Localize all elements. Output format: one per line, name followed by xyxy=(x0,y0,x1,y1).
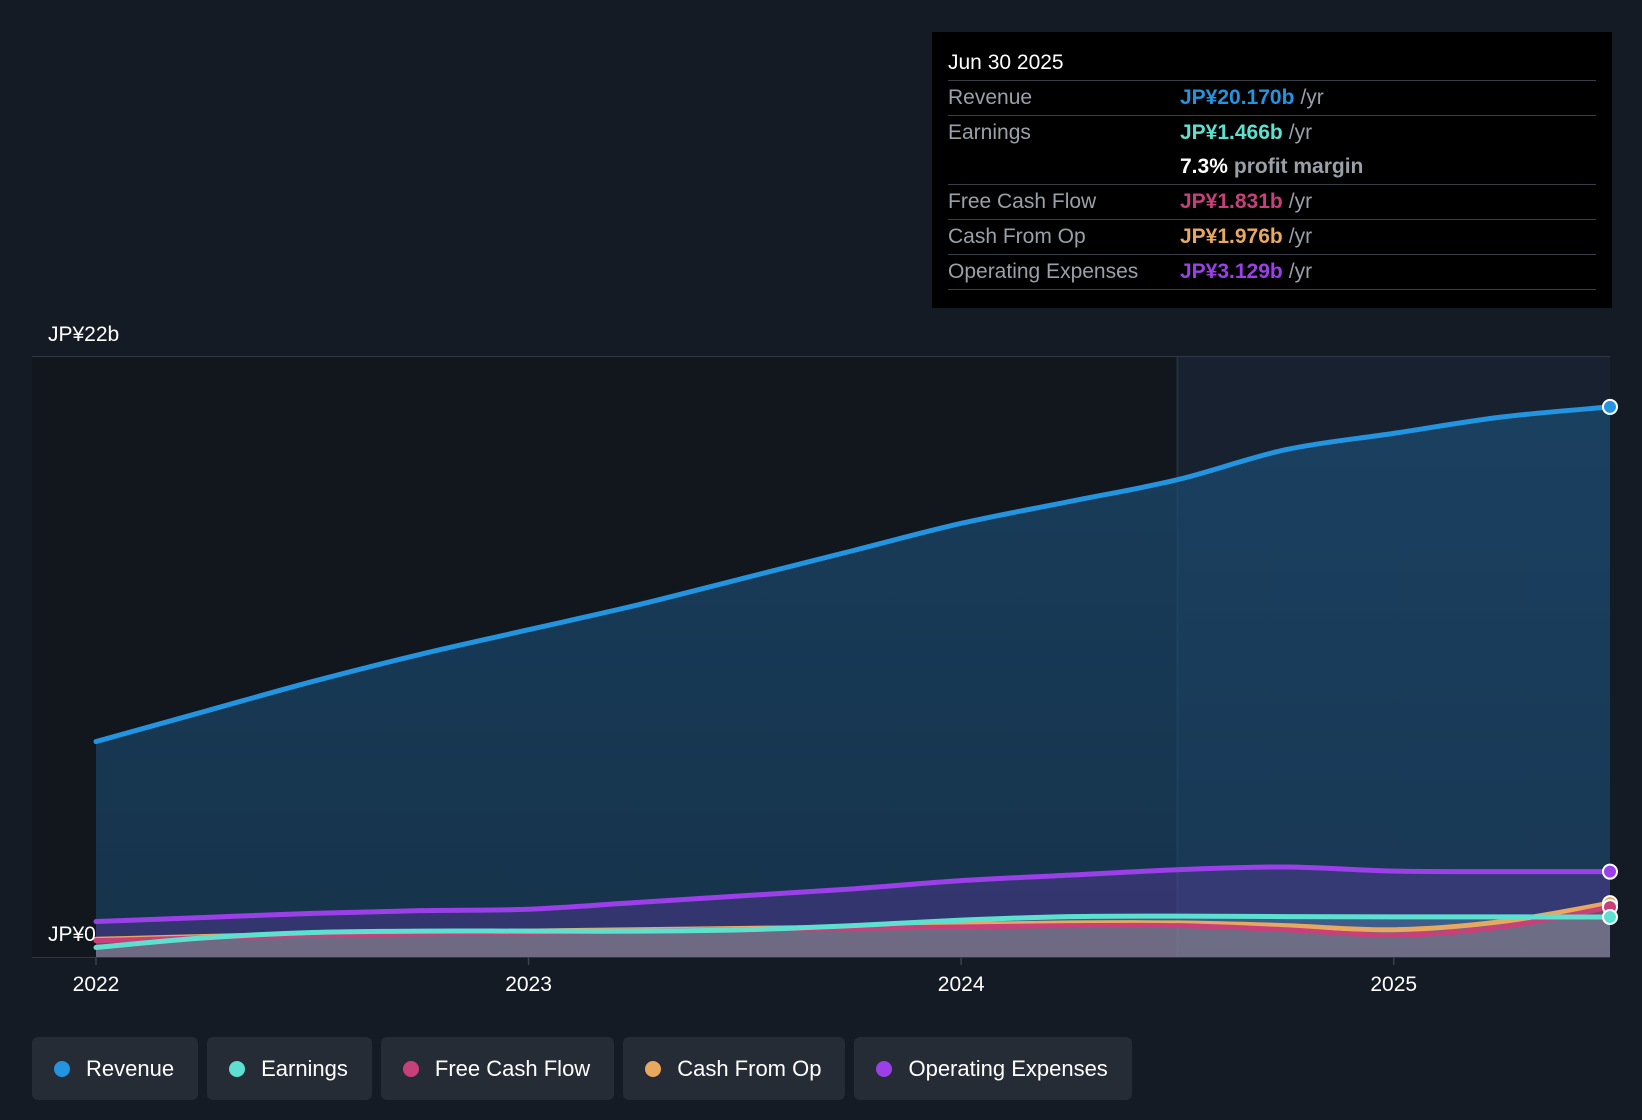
point-operating-expenses xyxy=(1602,863,1618,880)
tooltip-value: JP¥3.129b xyxy=(1180,260,1283,283)
legend-item-operating-expenses[interactable]: Operating Expenses xyxy=(854,1037,1132,1100)
tooltip-unit: /yr xyxy=(1288,190,1313,213)
point-revenue xyxy=(1602,398,1618,415)
x-tick-label: 2024 xyxy=(938,973,985,996)
area-revenue xyxy=(96,406,1610,958)
legend-label: Free Cash Flow xyxy=(434,1055,591,1081)
legend-dot-icon xyxy=(54,1060,70,1077)
tooltip-unit: /yr xyxy=(1288,225,1313,248)
line-free-cash-flow xyxy=(93,904,1613,944)
tooltip-label: Earnings xyxy=(948,121,1031,144)
tooltip-value: 7.3% xyxy=(1180,155,1228,178)
y-axis-min-label: JP¥0 xyxy=(48,923,96,946)
tooltip-label: Operating Expenses xyxy=(948,260,1139,283)
legend: Revenue Earnings Free Cash Flow Cash Fro… xyxy=(32,1037,1132,1100)
tooltip: Jun 30 2025 Revenue JP¥20.170b /yr Earni… xyxy=(932,32,1612,308)
tooltip-label: Cash From Op xyxy=(948,225,1086,248)
legend-item-free-cash-flow[interactable]: Free Cash Flow xyxy=(380,1037,615,1100)
x-tick-label: 2022 xyxy=(73,973,120,996)
tooltip-unit: /yr xyxy=(1288,121,1313,144)
tooltip-unit: profit margin xyxy=(1233,155,1364,178)
tooltip-row-cfo: Cash From Op JP¥1.976b /yr xyxy=(948,220,1596,255)
y-axis-max-label: JP¥22b xyxy=(48,323,119,346)
legend-item-revenue[interactable]: Revenue xyxy=(32,1037,199,1100)
tooltip-unit: /yr xyxy=(1288,260,1313,283)
tooltip-label xyxy=(948,150,1180,184)
legend-label: Cash From Op xyxy=(677,1055,822,1081)
x-tick-label: 2023 xyxy=(505,973,552,996)
tooltip-label: Free Cash Flow xyxy=(948,190,1097,213)
tooltip-row-fcf: Free Cash Flow JP¥1.831b /yr xyxy=(948,185,1596,220)
tooltip-label: Revenue xyxy=(948,86,1033,109)
tooltip-value: JP¥20.170b xyxy=(1180,86,1295,109)
line-revenue xyxy=(93,404,1613,745)
legend-dot-icon xyxy=(402,1060,419,1077)
point-earnings xyxy=(1602,909,1618,926)
tooltip-value: JP¥1.976b xyxy=(1180,225,1283,248)
legend-dot-icon xyxy=(876,1060,893,1077)
tooltip-unit: /yr xyxy=(1300,86,1324,109)
tooltip-value: JP¥1.466b xyxy=(1180,121,1283,144)
legend-item-cash-from-op[interactable]: Cash From Op xyxy=(623,1037,846,1100)
area-free-cash-flow xyxy=(96,907,1610,957)
tooltip-row-revenue: Revenue JP¥20.170b /yr xyxy=(948,81,1596,116)
tooltip-date: Jun 30 2025 xyxy=(948,46,1596,81)
line-operating-expenses xyxy=(93,864,1613,925)
legend-label: Revenue xyxy=(86,1055,175,1081)
legend-dot-icon xyxy=(645,1060,662,1077)
legend-label: Operating Expenses xyxy=(908,1055,1108,1081)
legend-label: Earnings xyxy=(261,1055,348,1081)
line-earnings xyxy=(93,913,1613,950)
tooltip-value: JP¥1.831b xyxy=(1180,190,1283,213)
tooltip-row-margin: 7.3% profit margin xyxy=(948,150,1596,185)
tooltip-row-earnings: Earnings JP¥1.466b /yr xyxy=(948,116,1596,150)
x-tick-label: 2025 xyxy=(1370,973,1417,996)
legend-item-earnings[interactable]: Earnings xyxy=(207,1037,372,1100)
tooltip-row-opex: Operating Expenses JP¥3.129b /yr xyxy=(948,255,1596,290)
legend-dot-icon xyxy=(229,1060,246,1077)
